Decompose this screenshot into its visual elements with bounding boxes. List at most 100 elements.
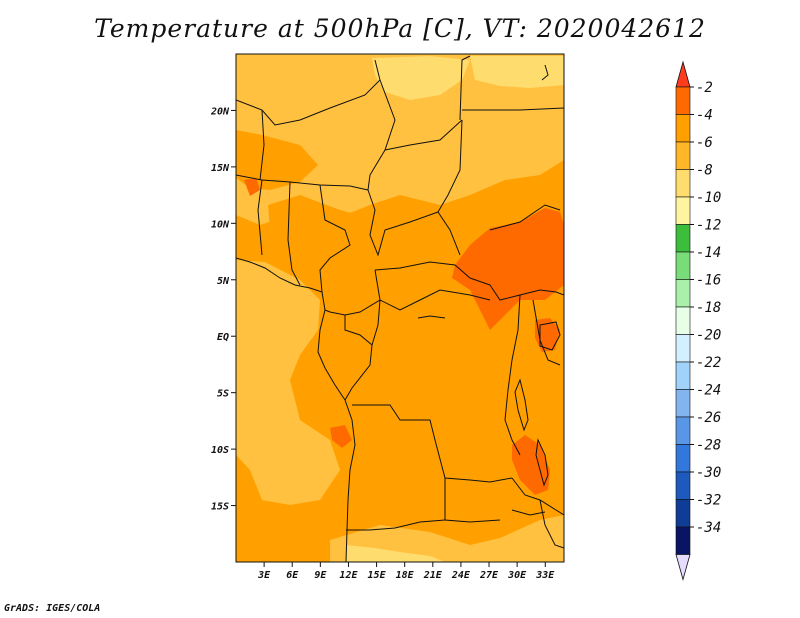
colorbar-swatch xyxy=(675,196,691,225)
border-segment xyxy=(462,107,564,111)
lat-tick-label: 10S xyxy=(211,445,229,456)
border-segment xyxy=(259,109,265,181)
field-region-southeast-warm xyxy=(512,435,550,495)
colorbar-swatch xyxy=(675,444,691,473)
border-segment xyxy=(489,204,561,231)
colorbar-swatch xyxy=(675,416,691,445)
lon-tick-label: 12E xyxy=(339,570,358,581)
border-segment xyxy=(379,289,491,311)
colorbar-label: -18 xyxy=(696,300,721,316)
colorbar-label: -6 xyxy=(696,135,713,151)
lon-tick-label: 18E xyxy=(396,570,415,581)
country-borders xyxy=(236,55,564,562)
lon-tick-label: 15E xyxy=(368,570,387,581)
lon-tick-label: 33E xyxy=(535,570,555,581)
colorbar-label: -34 xyxy=(696,520,721,536)
coastline-west xyxy=(236,257,356,562)
colorbar-swatch xyxy=(675,526,691,555)
colorbar-swatch xyxy=(675,169,691,198)
lon-tick-label: 3E xyxy=(257,570,271,581)
colorbar-label: -12 xyxy=(696,218,721,234)
border-segment xyxy=(374,261,491,286)
field-region-central-west-dark xyxy=(268,195,440,270)
colorbar-top-arrow xyxy=(675,60,691,88)
border-segment xyxy=(417,315,446,319)
border-segment xyxy=(346,519,446,531)
border-segment xyxy=(504,294,521,456)
field-region-angola-warm xyxy=(330,425,352,448)
colorbar-label: -8 xyxy=(696,163,713,179)
lat-tick-label: 5N xyxy=(217,276,230,287)
colorbar-label: -2 xyxy=(696,80,713,96)
temperature-field xyxy=(236,54,564,562)
footer-credit: GrADS: IGES/COLA xyxy=(4,603,101,614)
colorbar-swatch xyxy=(675,306,691,335)
colorbar-swatch xyxy=(675,499,691,528)
colorbar-label: -22 xyxy=(696,355,721,371)
colorbar-swatch xyxy=(675,141,691,170)
border-segment xyxy=(437,119,463,213)
longitude-axis: 3E 6E 9E 12E 15E 18E 21E 24E 27E 30E 33E xyxy=(257,562,555,581)
chart-title: Temperature at 500hPa [C], VT: 202004261… xyxy=(94,14,706,43)
colorbar-label: -24 xyxy=(696,383,721,399)
lake-shore xyxy=(514,378,529,432)
lon-tick-label: 24E xyxy=(451,570,471,581)
border-segment xyxy=(287,181,301,286)
lake-shore xyxy=(539,321,561,351)
lon-tick-label: 27E xyxy=(479,570,499,581)
map-frame xyxy=(235,53,565,563)
colorbar-swatch xyxy=(675,251,691,280)
lake-shore xyxy=(535,438,549,487)
border-segment xyxy=(367,189,461,257)
colorbar-swatch xyxy=(675,334,691,363)
border-segment xyxy=(319,184,351,293)
border-segment xyxy=(444,478,501,523)
field-region-north-pale xyxy=(372,56,470,100)
border-segment xyxy=(352,404,513,483)
field-region-northwest-warm xyxy=(244,178,260,196)
border-segment xyxy=(384,119,463,151)
border-segment xyxy=(459,55,471,121)
border-segment xyxy=(532,299,561,366)
colorbar-label: -4 xyxy=(696,108,713,124)
field-region-north xyxy=(236,54,564,225)
border-segment xyxy=(236,59,381,126)
colorbar-swatch xyxy=(675,471,691,500)
lon-tick-label: 6E xyxy=(286,570,299,581)
colorbar-label: -28 xyxy=(696,438,721,454)
lon-tick-label: 9E xyxy=(314,570,327,581)
colorbar-swatch xyxy=(675,86,691,115)
border-segment xyxy=(511,509,546,516)
colorbar-swatch xyxy=(675,114,691,143)
border-segment xyxy=(257,179,263,256)
lon-tick-label: 21E xyxy=(423,570,443,581)
lat-tick-label: 5S xyxy=(217,389,229,400)
lat-tick-label: 10N xyxy=(211,219,230,230)
colorbar-swatch xyxy=(675,279,691,308)
field-region-west-lightband xyxy=(236,260,340,505)
colorbar-label: -14 xyxy=(696,245,721,261)
colorbar-label: -32 xyxy=(696,493,721,509)
border-segment xyxy=(489,284,564,301)
lat-tick-label: 15N xyxy=(211,163,230,174)
lat-tick-label: 20N xyxy=(210,106,230,117)
border-segment xyxy=(541,64,549,81)
lon-tick-label: 30E xyxy=(507,570,527,581)
colorbar-label: -10 xyxy=(696,190,721,206)
field-region-northeast-pale xyxy=(470,56,564,88)
colorbar-label: -26 xyxy=(696,410,721,426)
colorbar-swatch xyxy=(675,361,691,390)
colorbar-bottom-arrow xyxy=(675,554,691,581)
border-segment xyxy=(371,299,381,346)
field-region-east-warm xyxy=(452,208,564,330)
border-segment xyxy=(324,269,381,316)
lat-tick-label: EQ xyxy=(217,332,229,343)
colorbar: -2 -4 -6 -8 -10 -12 -14 -16 -18 -20 -22 -24 -26 -28 -3… xyxy=(675,60,721,581)
colorbar-label: -16 xyxy=(696,273,721,289)
border-segment xyxy=(236,174,369,191)
colorbar-swatch xyxy=(675,389,691,418)
colorbar-label: -30 xyxy=(696,465,721,481)
lat-tick-label: 15S xyxy=(211,502,229,513)
latitude-axis: 20N 15N 10N 5N EQ 5S 10S 15S xyxy=(210,106,236,513)
